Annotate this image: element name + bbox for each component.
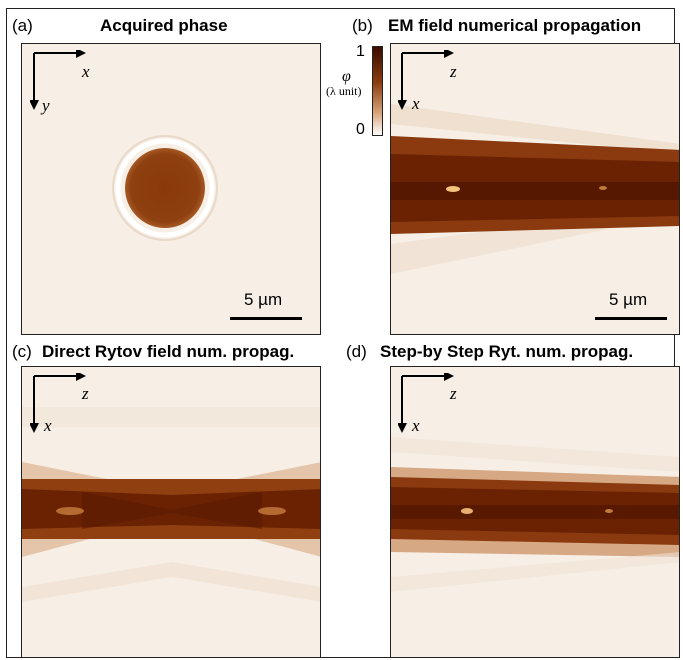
panel-d-axes-icon <box>398 373 454 433</box>
focal-spot <box>446 186 460 192</box>
panel-d-svg <box>391 437 679 592</box>
panel-d-axis-h: z <box>450 384 457 403</box>
halo-ring <box>115 138 215 238</box>
colorbar-max: 1 <box>356 43 365 60</box>
panel-a-axes-icon <box>30 50 86 110</box>
colorbar <box>372 46 383 136</box>
panel-a-svg <box>112 135 218 241</box>
focal-spot-right <box>258 507 286 515</box>
panel-b-tag: (b) <box>352 16 373 35</box>
colorbar-unit: (λ unit) <box>326 84 362 98</box>
halo-ring-outer <box>112 135 218 241</box>
panel-c-axis-h: z <box>82 384 89 403</box>
phase-disc <box>125 148 205 228</box>
panel-b-svg <box>391 104 679 274</box>
panel-a-axis-v: y <box>42 96 50 115</box>
panel-c-axes-icon <box>30 373 86 433</box>
panel-d-tag: (d) <box>346 342 367 361</box>
panel-b-axes-icon <box>398 50 454 110</box>
colorbar-min: 0 <box>356 121 365 138</box>
panel-b-image <box>390 43 680 335</box>
focal-spot <box>461 508 473 514</box>
panel-b-title: EM field numerical propagation <box>388 16 642 35</box>
panel-b-scalebar <box>595 317 667 320</box>
panel-c-svg <box>22 407 320 602</box>
focal-spot-left <box>56 507 84 515</box>
panel-b-axis-v: x <box>412 94 420 113</box>
panel-d-axis-v: x <box>412 416 420 435</box>
panel-a-tag: (a) <box>12 16 33 35</box>
panel-b-axis-h: z <box>450 62 457 81</box>
panel-a-scalebar <box>230 317 302 320</box>
panel-a-axis-h: x <box>82 62 90 81</box>
panel-d-image <box>390 366 680 658</box>
panel-b-scalebar-label: 5 µm <box>609 290 648 309</box>
panel-a-image <box>21 43 321 335</box>
panel-d-title: Step-by Step Ryt. num. propag. <box>380 342 634 361</box>
colorbar-symbol: φ <box>342 68 351 85</box>
panel-c-tag: (c) <box>12 342 32 361</box>
panel-c-title: Direct Rytov field num. propag. <box>42 342 295 361</box>
panel-c-image <box>21 366 321 658</box>
panel-c-axis-v: x <box>44 416 52 435</box>
panel-a-scalebar-label: 5 µm <box>244 290 283 309</box>
panel-a-title: Acquired phase <box>100 16 228 35</box>
